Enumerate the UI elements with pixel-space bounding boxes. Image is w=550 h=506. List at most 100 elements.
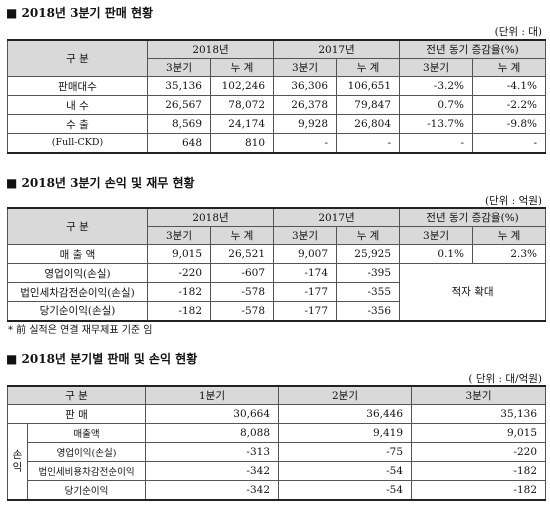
cell: -177 xyxy=(273,301,338,321)
cell: 78,072 xyxy=(209,95,275,115)
subheader-cell: 3분기 xyxy=(147,226,211,245)
data-row: 당기순이익 -342 -54 -182 xyxy=(8,480,547,500)
header-row: 구 분 2018년 2017년 전년 동기 증감율(%) xyxy=(7,39,547,77)
cell: 적자 확대 xyxy=(399,263,547,321)
cell: 0.1% xyxy=(399,244,474,264)
cell: -182 xyxy=(411,480,547,500)
unit-label: (단위 : 대) xyxy=(494,26,542,38)
cell: 0.7% xyxy=(399,95,474,115)
cell: -3.2% xyxy=(399,76,474,96)
cell: -313 xyxy=(145,442,280,462)
cell: -607 xyxy=(209,263,275,283)
subheader-cell: 누 계 xyxy=(336,226,401,245)
profit-table: 구 분 2018년 2017년 전년 동기 증감율(%) 3분기 누 계 3분기 누 계 3분기… xyxy=(7,207,547,322)
unit-label: ( 단위 : 대/억원) xyxy=(468,373,542,385)
cell: -182 xyxy=(147,301,211,321)
row-label: 내 수 xyxy=(7,95,148,115)
cell: - xyxy=(273,133,338,153)
data-row: 판 매 30,664 36,446 35,136 xyxy=(6,404,547,424)
cell: 36,306 xyxy=(273,76,338,96)
row-label: 수 출 xyxy=(7,114,148,134)
quarterly-table: 구 분 1분기 2분기 3분기 판 매 30,664 36,446 35,136 손익 매출액 8,… xyxy=(6,385,547,501)
row-label: 당기순이익 xyxy=(26,480,147,500)
cell: -578 xyxy=(209,301,275,321)
cell: 30,664 xyxy=(145,404,280,424)
data-row: 당기순이익(손실) -182 -578 -177 -356 xyxy=(7,301,546,321)
cell: 26,378 xyxy=(273,95,338,115)
data-row: 내 수 26,567 78,072 26,378 79,847 0.7% -2.2% xyxy=(7,95,547,115)
cell: 2.3% xyxy=(472,244,547,264)
header-cell: 2018년 xyxy=(146,39,275,59)
header-row: 구 분 1분기 2분기 3분기 xyxy=(6,385,547,405)
subheader-cell: 3분기 xyxy=(399,226,474,245)
data-row: (Full-CKD) 648 810- - - - xyxy=(7,133,547,153)
section-title: ■ 2018년 3분기 판매 현황 xyxy=(6,6,154,20)
subheader-cell: 누 계 xyxy=(209,58,275,77)
header-row: 구 분 2018년 2017년 전년 동기 증감율(%) xyxy=(7,207,547,245)
subheader-row: 3분기 누 계 3분기 누 계 3분기 누 계 xyxy=(8,58,547,77)
cell: 36,446 xyxy=(278,404,413,424)
row-label: 법인세차감전순이익(손실) xyxy=(7,282,148,302)
subheader-cell: 3분기 xyxy=(273,226,338,245)
cell: -342 xyxy=(145,461,280,481)
cell: 26,521 xyxy=(209,244,275,264)
cell: -174 xyxy=(273,263,338,283)
cell: 9,015 xyxy=(411,423,547,443)
cell: -2.2% xyxy=(472,95,547,115)
row-label: 법인세비용차감전순이익 xyxy=(26,461,147,481)
cell: -342 xyxy=(145,480,280,500)
cell: 26,567 xyxy=(147,95,211,115)
cell: -220 xyxy=(411,442,547,462)
row-label: 매출액 xyxy=(26,423,147,443)
cell: 9,928 xyxy=(273,114,338,134)
cell: -356 xyxy=(336,301,401,321)
cell: -4.1% xyxy=(472,76,547,96)
cell: -54 xyxy=(278,480,413,500)
header-cell: 2017년 xyxy=(273,207,401,227)
cell: 24,174 xyxy=(209,114,275,134)
row-label: 당기순이익(손실) xyxy=(7,301,148,321)
data-row: 수 출 8,569 24,174 9,928 26,804 -13.7% -9.8% xyxy=(7,114,547,134)
cell: 79,847 xyxy=(336,95,401,115)
cell: 9,015 xyxy=(147,244,211,264)
subheader-cell: 누 계 xyxy=(209,226,275,245)
cell: 26,804 xyxy=(336,114,401,134)
cell: -578 xyxy=(209,282,275,302)
data-row: 판매대수 35,136 102,246 36,306 106,651 -3.2% -4.1% xyxy=(7,76,547,96)
cell: 102,246 xyxy=(209,76,275,96)
cell: -395 xyxy=(336,263,401,283)
data-row: 매 출 액 9,015 26,521 9,007 25,925 0.1% 2.3% xyxy=(7,244,547,264)
header-cell: 3분기 xyxy=(411,385,547,405)
cell: 9,419 xyxy=(278,423,413,443)
cell: 35,136 xyxy=(147,76,211,96)
cell: 25,925 xyxy=(336,244,401,264)
data-row: 손익 매출액 8,088 9,419 9,015 xyxy=(7,423,547,500)
cell: 8,569 xyxy=(147,114,211,134)
row-label: 판매대수 xyxy=(7,76,148,96)
section-title: ■ 2018년 3분기 손익 및 재무 현황 xyxy=(6,176,195,190)
cell: -177 xyxy=(273,282,338,302)
cell: 9,007 xyxy=(273,244,338,264)
data-row: 법인세비용차감전순이익 -342 -54 -182 xyxy=(8,461,547,481)
cell: 8,088 xyxy=(145,423,280,443)
cell: 810 xyxy=(209,133,275,153)
header-cell: 2분기 xyxy=(278,385,413,405)
row-label: 매 출 액 xyxy=(7,244,148,264)
subheader-cell: 누 계 xyxy=(472,58,547,77)
data-row: 영업이익(손실) -220 -607 -174 -395 적자 확대 xyxy=(7,263,547,321)
cell: - xyxy=(399,133,474,153)
data-row: 영업이익(손실) -313 -75 -220 xyxy=(8,442,547,462)
cell: -54 xyxy=(278,461,413,481)
cell: -355 xyxy=(336,282,401,302)
cell: -220 xyxy=(147,263,211,283)
subheader-cell: 3분기 xyxy=(147,58,211,77)
unit-label: (단위 : 억원) xyxy=(484,195,542,207)
subheader-cell: 누 계 xyxy=(472,226,547,245)
cell: 35,136 xyxy=(411,404,547,424)
row-label: 판 매 xyxy=(6,404,147,424)
group-label: 손익 xyxy=(7,423,28,500)
row-label: 영업이익(손실) xyxy=(7,263,148,283)
subheader-cell: 3분기 xyxy=(399,58,474,77)
cell: 648 xyxy=(147,133,211,153)
cell: -182 xyxy=(147,282,211,302)
